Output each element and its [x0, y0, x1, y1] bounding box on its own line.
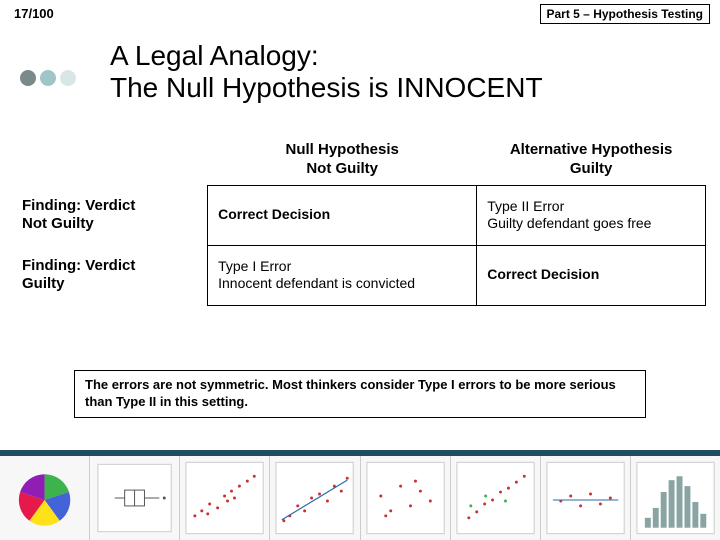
dot-icon: [40, 70, 56, 86]
note-box: The errors are not symmetric. Most think…: [74, 370, 646, 418]
dot-icon: [60, 70, 76, 86]
title-line-1: A Legal Analogy:: [110, 40, 319, 71]
cell-correct-2: Correct Decision: [477, 245, 706, 305]
row-header-not-guilty: Finding: Verdict Not Guilty: [14, 185, 208, 245]
col-header-null: Null Hypothesis Not Guilty: [208, 135, 477, 185]
thumb-boxplot: [90, 456, 180, 540]
title-line-2: The Null Hypothesis is INNOCENT: [110, 72, 543, 103]
thumb-pie: [0, 456, 90, 540]
part-label: Part 5 – Hypothesis Testing: [540, 4, 711, 24]
thumb-scatter-2: [270, 456, 360, 540]
cell-correct-1: Correct Decision: [208, 185, 477, 245]
page-counter: 17/100: [14, 6, 54, 21]
dot-icon: [20, 70, 36, 86]
thumb-histogram: [631, 456, 720, 540]
cell-type1: Type I Error Innocent defendant is convi…: [208, 245, 477, 305]
row-header-guilty: Finding: Verdict Guilty: [14, 245, 208, 305]
thumb-scatter-3: [361, 456, 451, 540]
thumb-scatter-5: [541, 456, 631, 540]
thumbnail-strip: [0, 450, 720, 540]
thumb-scatter-1: [180, 456, 270, 540]
slide-title: A Legal Analogy: The Null Hypothesis is …: [110, 40, 700, 104]
decision-table: Null Hypothesis Not Guilty Alternative H…: [14, 135, 706, 306]
thumb-scatter-4: [451, 456, 541, 540]
cell-type2: Type II Error Guilty defendant goes free: [477, 185, 706, 245]
accent-dots: [20, 70, 76, 86]
col-header-alt: Alternative Hypothesis Guilty: [477, 135, 706, 185]
